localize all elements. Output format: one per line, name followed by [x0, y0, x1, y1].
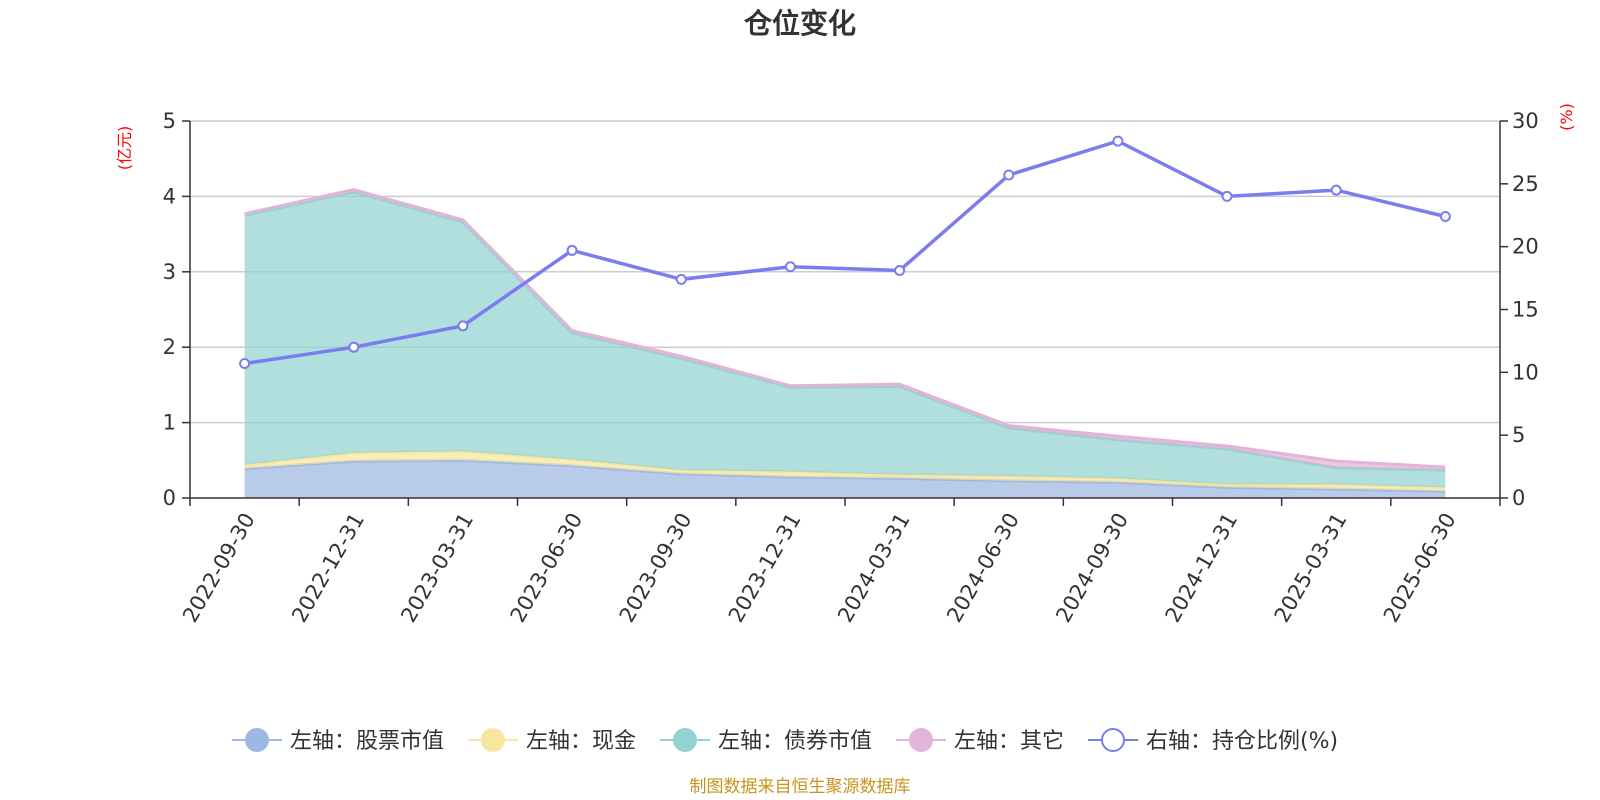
ratio-line-path: [244, 139, 1446, 366]
ratio-point: [566, 244, 578, 256]
left-axis-tick-label: 5: [163, 109, 176, 133]
left-axis-tick-label: 2: [163, 335, 176, 359]
right-axis-tick-label: 5: [1512, 423, 1525, 447]
legend-marker: [245, 728, 269, 752]
x-axis-tick-label: 2024-09-30: [1051, 509, 1133, 627]
right-axis-tick-label: 25: [1512, 172, 1539, 196]
data-source-note: 制图数据来自恒生聚源数据库: [690, 777, 911, 797]
legend-item[interactable]: 左轴：债券市值: [660, 728, 872, 754]
legend-marker: [481, 728, 505, 752]
ratio-point: [1003, 169, 1015, 181]
legend-item[interactable]: 左轴：其它: [896, 728, 1064, 754]
right-axis-tick-label: 20: [1512, 235, 1539, 259]
area-edge-line: [244, 188, 1446, 469]
left-axis-tick-label: 0: [163, 486, 176, 510]
legend-label: 左轴：其它: [954, 729, 1064, 754]
left-axis-tick-label: 4: [163, 184, 176, 208]
x-axis-tick-label: 2023-06-30: [506, 509, 588, 627]
x-axis-tick-label: 2025-06-30: [1379, 509, 1461, 627]
x-axis-tick-label: 2024-12-31: [1161, 509, 1243, 627]
x-axis-tick-label: 2023-12-31: [724, 509, 806, 627]
left-axis-tick-label: 1: [163, 411, 176, 435]
x-axis-tick-label: 2022-09-30: [178, 509, 260, 627]
right-axis-tick-label: 30: [1512, 109, 1539, 133]
left-axis-tick-label: 3: [163, 260, 176, 284]
ratio-point: [457, 320, 469, 332]
x-axis-tick-label: 2024-06-30: [942, 509, 1024, 627]
right-axis-tick-label: 0: [1512, 486, 1525, 510]
ratio-point: [675, 273, 687, 285]
ratio-line: [239, 135, 1451, 370]
ratio-point: [894, 265, 906, 277]
ratio-point: [784, 261, 796, 273]
legend-marker: [909, 728, 933, 752]
x-axis-tick-label: 2023-09-30: [615, 509, 697, 627]
right-axis-tick-label: 15: [1512, 298, 1539, 322]
left-axis-unit: (亿元): [115, 126, 134, 171]
ratio-point: [348, 341, 360, 353]
x-axis-tick-label: 2024-03-31: [833, 509, 915, 627]
ratio-point: [1112, 135, 1124, 147]
legend[interactable]: 左轴：股票市值 左轴：现金 左轴：债券市值 左轴：其它 右轴：持仓比例(%): [232, 728, 1338, 754]
ratio-point: [1330, 184, 1342, 196]
ratio-point: [239, 358, 251, 370]
legend-marker: [1101, 728, 1125, 752]
ratio-point: [1439, 211, 1451, 223]
right-axis-unit: (%): [1557, 103, 1576, 131]
x-axis-tick-label: 2023-03-31: [396, 509, 478, 627]
chart-title: 仓位变化: [744, 7, 856, 40]
legend-item[interactable]: 右轴：持仓比例(%): [1088, 728, 1338, 754]
legend-item[interactable]: 左轴：现金: [468, 728, 636, 754]
legend-label: 左轴：股票市值: [290, 729, 444, 754]
stacked-areas: [244, 188, 1446, 498]
x-axis-tick-label: 2022-12-31: [287, 509, 369, 627]
area-fill: [244, 191, 1446, 488]
legend-marker: [673, 728, 697, 752]
legend-item[interactable]: 左轴：股票市值: [232, 728, 444, 754]
legend-label: 左轴：现金: [526, 729, 636, 754]
ratio-point: [1221, 190, 1233, 202]
right-axis-tick-label: 10: [1512, 360, 1539, 384]
legend-label: 右轴：持仓比例(%): [1146, 729, 1338, 754]
x-axis-tick-label: 2025-03-31: [1270, 509, 1352, 627]
legend-label: 左轴：债券市值: [718, 729, 872, 754]
